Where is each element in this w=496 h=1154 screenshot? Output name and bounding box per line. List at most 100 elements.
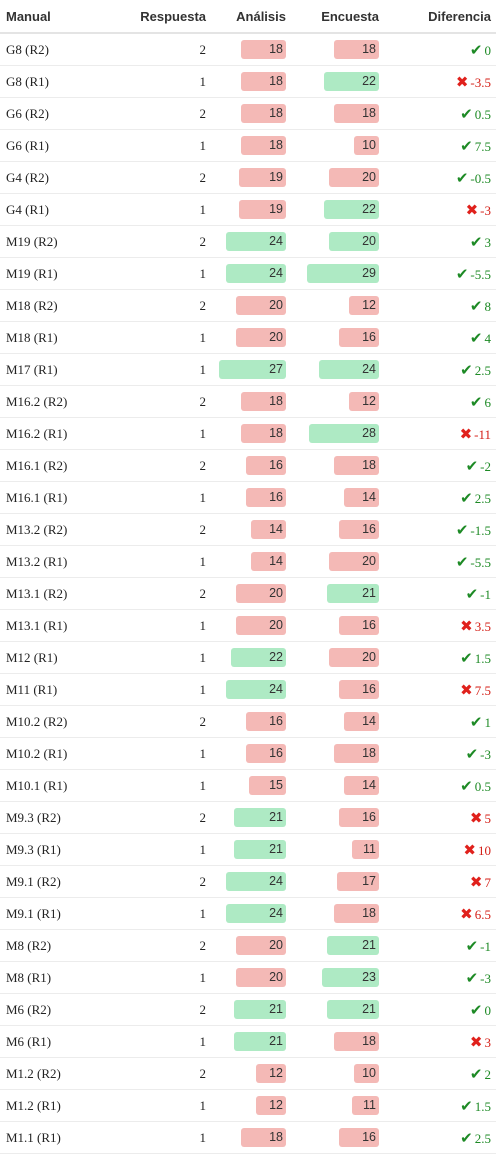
manual-cell: M13.2 (R2) xyxy=(0,513,100,546)
diferencia-value: 3 xyxy=(484,234,492,250)
encuesta-cell: 12 xyxy=(294,289,392,322)
respuesta-cell: 1 xyxy=(100,833,208,866)
diferencia-value: -3.5 xyxy=(470,74,491,90)
manual-cell: M8 (R1) xyxy=(0,961,100,994)
header-encuesta[interactable]: Encuesta xyxy=(294,0,392,34)
analisis-bar-wrap: 19 xyxy=(208,200,286,219)
encuesta-cell: 21 xyxy=(294,929,392,962)
respuesta-cell: 2 xyxy=(100,705,208,738)
analisis-bar: 21 xyxy=(234,840,286,859)
encuesta-bar: 16 xyxy=(339,520,379,539)
encuesta-cell: 16 xyxy=(294,1121,392,1154)
manual-cell: M6 (R1) xyxy=(0,1025,100,1058)
encuesta-bar: 10 xyxy=(354,1064,379,1083)
encuesta-bar: 22 xyxy=(324,72,379,91)
diferencia-cell: ✔ -5.5 xyxy=(392,257,496,290)
respuesta-cell: 1 xyxy=(100,769,208,802)
encuesta-bar-wrap: 21 xyxy=(294,584,379,603)
header-manual[interactable]: Manual xyxy=(0,0,100,34)
check-icon: ✔ xyxy=(465,584,479,603)
encuesta-bar: 12 xyxy=(349,296,379,315)
analisis-bar: 19 xyxy=(239,200,286,219)
encuesta-cell: 18 xyxy=(294,97,392,130)
encuesta-bar-wrap: 11 xyxy=(294,840,379,859)
encuesta-bar: 20 xyxy=(329,232,379,251)
encuesta-bar-wrap: 29 xyxy=(294,264,379,283)
respuesta-cell: 1 xyxy=(100,193,208,226)
analisis-bar-wrap: 22 xyxy=(208,648,286,667)
diferencia-value: 6.5 xyxy=(474,906,491,922)
diferencia-value: 10 xyxy=(478,842,491,858)
diferencia-cell: ✔ 0 xyxy=(392,33,496,66)
analisis-bar: 24 xyxy=(226,872,286,891)
diferencia-cell: ✖ 10 xyxy=(392,833,496,866)
encuesta-bar: 23 xyxy=(322,968,379,987)
manual-cell: M18 (R2) xyxy=(0,289,100,322)
diferencia-value: -2 xyxy=(480,458,491,474)
diferencia-cell: ✔ -3 xyxy=(392,737,496,770)
table-row: M10.1 (R1) 1 15 14 ✔ 0.5 xyxy=(0,769,496,802)
manual-cell: M10.1 (R1) xyxy=(0,769,100,802)
encuesta-bar: 16 xyxy=(339,616,379,635)
encuesta-bar: 18 xyxy=(334,904,379,923)
analisis-bar-wrap: 24 xyxy=(208,264,286,283)
table-row: M17 (R1) 1 27 24 ✔ 2.5 xyxy=(0,353,496,386)
diferencia-cell: ✔ -1.5 xyxy=(392,513,496,546)
encuesta-cell: 16 xyxy=(294,513,392,546)
diferencia-value: 3.5 xyxy=(474,618,491,634)
diferencia-cell: ✔ 6 xyxy=(392,385,496,418)
encuesta-bar: 16 xyxy=(339,680,379,699)
analisis-bar: 16 xyxy=(246,744,286,763)
table-row: M1.2 (R1) 1 12 11 ✔ 1.5 xyxy=(0,1089,496,1122)
table-row: G8 (R1) 1 18 22 ✖ -3.5 xyxy=(0,65,496,98)
cross-icon: ✖ xyxy=(460,616,473,635)
table-row: M6 (R1) 1 21 18 ✖ 3 xyxy=(0,1025,496,1058)
diferencia-value: 2.5 xyxy=(474,490,491,506)
manual-cell: M16.1 (R1) xyxy=(0,481,100,514)
table-row: M18 (R1) 1 20 16 ✔ 4 xyxy=(0,321,496,354)
analisis-cell: 16 xyxy=(208,481,294,514)
diferencia-cell: ✖ 7 xyxy=(392,865,496,898)
respuesta-cell: 1 xyxy=(100,961,208,994)
analisis-bar-wrap: 16 xyxy=(208,712,286,731)
respuesta-cell: 1 xyxy=(100,641,208,674)
header-diferencia[interactable]: Diferencia xyxy=(392,0,496,34)
analisis-cell: 21 xyxy=(208,993,294,1026)
table-row: G6 (R1) 1 18 10 ✔ 7.5 xyxy=(0,129,496,162)
respuesta-cell: 1 xyxy=(100,897,208,930)
analisis-cell: 18 xyxy=(208,65,294,98)
encuesta-bar-wrap: 16 xyxy=(294,328,379,347)
header-respuesta[interactable]: Respuesta xyxy=(100,0,208,34)
check-icon: ✔ xyxy=(469,232,483,251)
encuesta-cell: 20 xyxy=(294,225,392,258)
analisis-bar-wrap: 20 xyxy=(208,968,286,987)
analisis-bar-wrap: 21 xyxy=(208,808,286,827)
analisis-cell: 18 xyxy=(208,97,294,130)
analisis-bar: 18 xyxy=(241,1128,286,1147)
analisis-bar: 19 xyxy=(239,168,286,187)
diferencia-value: -5.5 xyxy=(470,554,491,570)
encuesta-bar: 18 xyxy=(334,104,379,123)
analisis-cell: 12 xyxy=(208,1057,294,1090)
header-analisis[interactable]: Análisis xyxy=(208,0,294,34)
encuesta-bar: 16 xyxy=(339,1128,379,1147)
analisis-bar-wrap: 19 xyxy=(208,168,286,187)
encuesta-bar: 18 xyxy=(334,1032,379,1051)
analisis-cell: 14 xyxy=(208,513,294,546)
encuesta-cell: 18 xyxy=(294,33,392,66)
check-icon: ✔ xyxy=(455,168,469,187)
diferencia-cell: ✔ -0.5 xyxy=(392,161,496,194)
manual-cell: M10.2 (R2) xyxy=(0,705,100,738)
diferencia-cell: ✔ 7.5 xyxy=(392,129,496,162)
diferencia-value: 0.5 xyxy=(474,106,491,122)
table-row: M9.3 (R1) 1 21 11 ✖ 10 xyxy=(0,833,496,866)
cross-icon: ✖ xyxy=(469,1032,483,1051)
table-row: M11 (R1) 1 24 16 ✖ 7.5 xyxy=(0,673,496,706)
encuesta-cell: 10 xyxy=(294,129,392,162)
manual-cell: G8 (R2) xyxy=(0,33,100,66)
analisis-bar: 20 xyxy=(236,968,286,987)
table-row: M1.1 (R1) 1 18 16 ✔ 2.5 xyxy=(0,1121,496,1154)
analisis-cell: 15 xyxy=(208,769,294,802)
encuesta-cell: 11 xyxy=(294,1089,392,1122)
table-row: G8 (R2) 2 18 18 ✔ 0 xyxy=(0,33,496,66)
